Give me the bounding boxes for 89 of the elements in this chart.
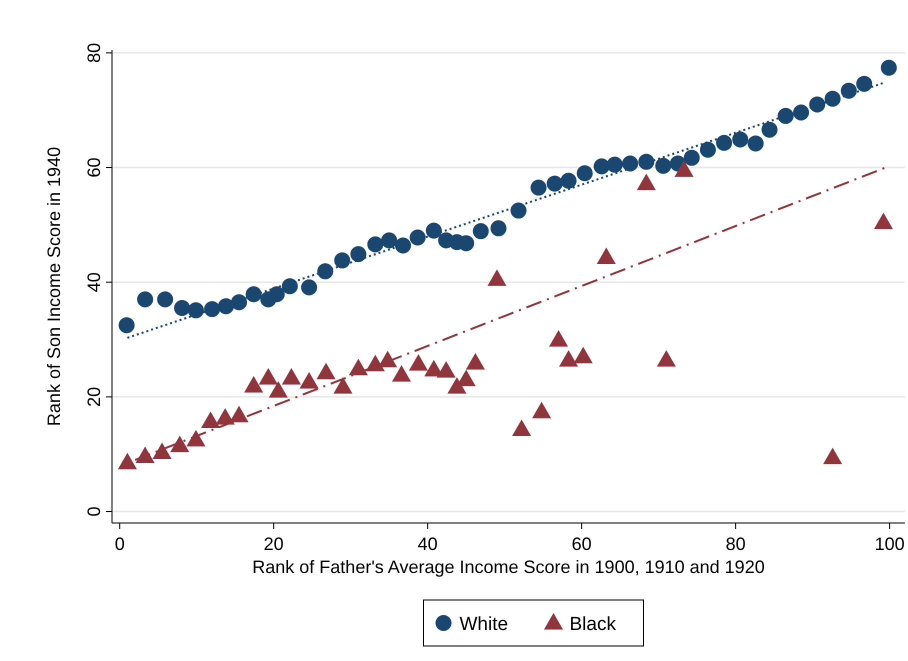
point bbox=[840, 82, 857, 99]
point bbox=[333, 377, 352, 394]
point bbox=[350, 246, 366, 262]
point bbox=[576, 165, 593, 182]
point bbox=[530, 180, 547, 196]
x-tick-label: 40 bbox=[418, 534, 438, 554]
x-tick-label: 100 bbox=[874, 534, 905, 554]
point bbox=[532, 402, 552, 418]
point bbox=[487, 269, 506, 286]
point bbox=[748, 135, 764, 152]
point bbox=[118, 452, 137, 470]
point bbox=[472, 223, 489, 240]
point bbox=[268, 286, 285, 302]
point bbox=[268, 381, 288, 398]
point bbox=[594, 158, 610, 174]
point bbox=[559, 350, 578, 367]
point bbox=[823, 448, 842, 464]
point bbox=[447, 377, 466, 394]
point bbox=[258, 368, 278, 384]
point bbox=[174, 300, 190, 316]
point bbox=[778, 108, 794, 124]
point bbox=[716, 134, 732, 151]
legend-label: White bbox=[460, 614, 508, 635]
y-tick-label: 0 bbox=[84, 506, 104, 517]
point bbox=[300, 372, 319, 388]
point bbox=[880, 60, 897, 76]
point bbox=[230, 406, 249, 422]
x-tick-label: 80 bbox=[726, 534, 746, 554]
y-tick-label: 40 bbox=[84, 272, 104, 292]
point bbox=[549, 330, 568, 347]
x-tick-label: 60 bbox=[572, 534, 592, 554]
point bbox=[512, 420, 532, 436]
point bbox=[408, 354, 428, 371]
point bbox=[732, 131, 748, 148]
point bbox=[426, 222, 442, 239]
point bbox=[301, 279, 318, 296]
point bbox=[636, 174, 656, 190]
x-tick-label: 20 bbox=[264, 534, 284, 554]
point bbox=[381, 232, 398, 248]
legend-label: Black bbox=[570, 614, 616, 635]
point bbox=[188, 302, 204, 318]
point bbox=[282, 278, 298, 294]
point bbox=[436, 361, 456, 378]
point bbox=[596, 248, 616, 264]
point bbox=[410, 229, 426, 246]
point bbox=[246, 286, 262, 302]
point bbox=[244, 376, 264, 392]
point bbox=[316, 362, 336, 380]
point bbox=[655, 158, 672, 174]
point bbox=[152, 442, 172, 459]
point bbox=[490, 220, 506, 236]
x-tick-label: 0 bbox=[114, 534, 125, 554]
point bbox=[622, 156, 638, 172]
point bbox=[793, 104, 810, 120]
point bbox=[231, 294, 248, 310]
point bbox=[204, 301, 220, 318]
point bbox=[638, 154, 654, 170]
point bbox=[510, 202, 527, 219]
y-tick-label: 20 bbox=[84, 386, 104, 407]
point bbox=[348, 358, 368, 376]
point bbox=[395, 238, 412, 254]
point bbox=[334, 252, 350, 268]
point bbox=[824, 90, 841, 107]
y-tick-label: 60 bbox=[84, 158, 104, 178]
point bbox=[137, 291, 154, 308]
point bbox=[201, 412, 220, 428]
point bbox=[684, 150, 700, 166]
point bbox=[560, 172, 577, 189]
point bbox=[809, 96, 826, 112]
point bbox=[874, 212, 893, 230]
point bbox=[761, 122, 778, 138]
y-tick-label: 80 bbox=[84, 42, 104, 63]
point bbox=[574, 346, 593, 364]
point bbox=[606, 156, 623, 173]
point bbox=[367, 236, 384, 252]
point bbox=[546, 176, 563, 192]
point bbox=[700, 142, 716, 158]
point bbox=[856, 76, 872, 92]
point bbox=[317, 263, 334, 280]
point bbox=[656, 350, 676, 367]
point bbox=[392, 365, 411, 382]
point bbox=[466, 353, 485, 370]
point bbox=[282, 368, 301, 384]
point bbox=[186, 430, 206, 446]
y-axis-title: Rank of Son Income Score in 1940 bbox=[44, 146, 64, 426]
point bbox=[170, 436, 190, 452]
point bbox=[157, 291, 174, 308]
x-axis-title: Rank of Father's Average Income Score in 1900, 1910 and 1920 bbox=[252, 557, 765, 577]
point bbox=[118, 317, 135, 334]
